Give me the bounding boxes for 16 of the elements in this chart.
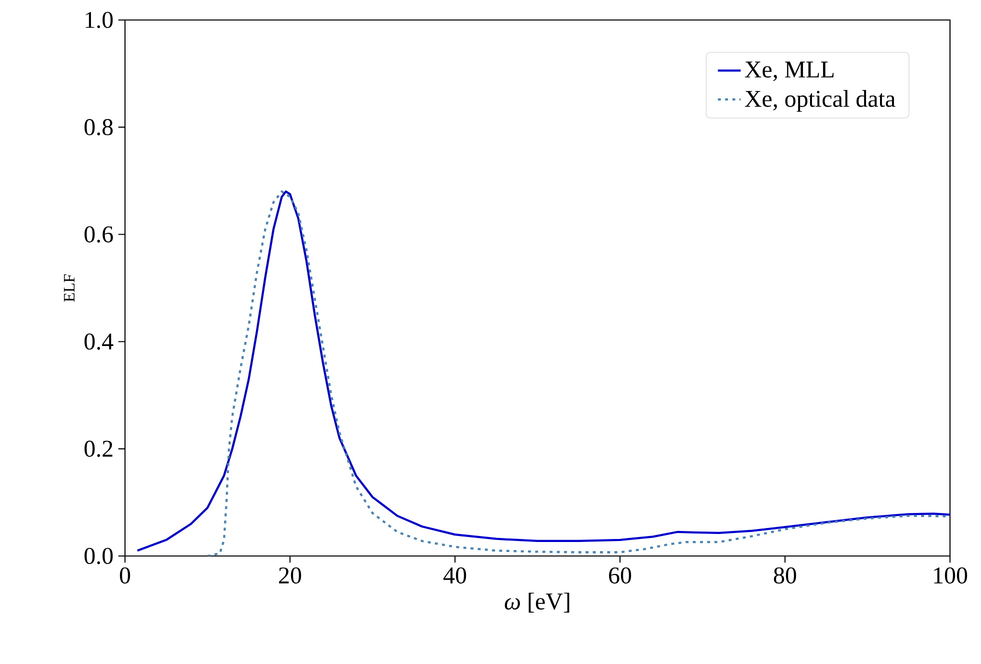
x-tick-label: 20 — [279, 567, 302, 584]
x-axis-title: ω [eV] — [504, 592, 570, 613]
x-tick-label: 100 — [934, 567, 968, 584]
y-tick-label: 0.6 — [84, 226, 113, 243]
x-tick-label: 60 — [609, 567, 632, 584]
legend-label: Xe, MLL — [744, 62, 834, 82]
legend-label: Xe, optical data — [744, 90, 896, 112]
y-axis-title: ELF — [64, 274, 74, 302]
y-tick-label: 0.4 — [84, 333, 114, 350]
y-tick-label: 0.0 — [84, 548, 113, 564]
x-tick-label: 40 — [443, 567, 466, 584]
y-tick-label: 0.2 — [84, 440, 112, 457]
y-tick-label: 1.0 — [86, 12, 113, 28]
x-tick-label: 0 — [120, 567, 130, 584]
y-tick-label: 0.8 — [84, 119, 113, 136]
x-tick-label: 80 — [774, 567, 796, 584]
